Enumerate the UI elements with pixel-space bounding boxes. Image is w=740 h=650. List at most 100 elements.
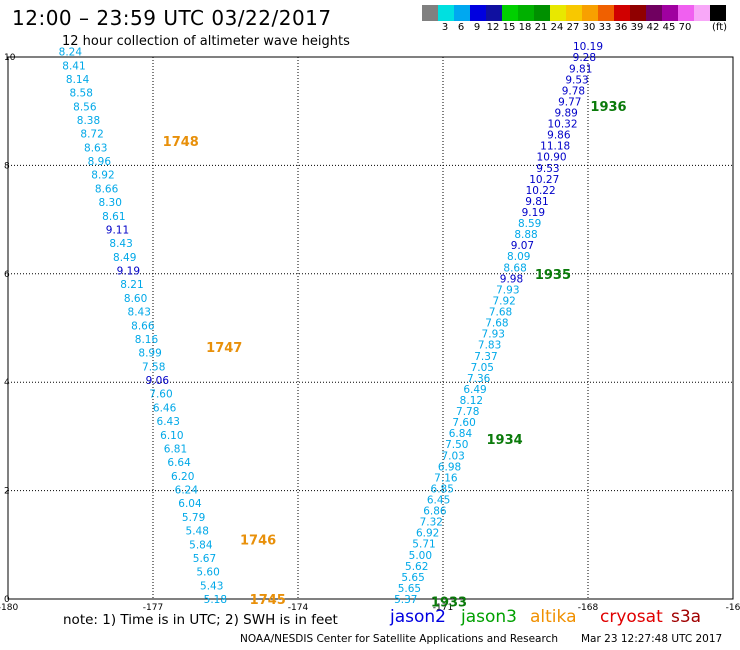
wave-height-label: 8.72 (80, 129, 103, 141)
colorbar-label: 42 (646, 22, 660, 33)
page-title: 12:00 – 23:59 UTC 03/22/2017 (12, 6, 332, 30)
wave-height-label: 7.78 (456, 406, 479, 418)
time-label: 1935 (535, 268, 571, 283)
colorbar-label: 21 (534, 22, 548, 33)
wave-height-label: 7.03 (441, 450, 464, 462)
x-tick-label: -171 (433, 603, 453, 613)
time-label: 1933 (431, 596, 467, 611)
wave-height-label: 7.58 (142, 361, 165, 373)
y-tick-label: 6 (4, 270, 10, 280)
wave-height-label: 8.24 (59, 47, 83, 59)
colorbar-swatch (438, 5, 454, 21)
wave-height-label: 6.81 (164, 443, 187, 455)
colorbar-swatch (646, 5, 662, 21)
wave-height-label: 8.09 (507, 251, 530, 263)
colorbar-swatch (534, 5, 550, 21)
page-subtitle: 12 hour collection of altimeter wave hei… (62, 34, 350, 49)
legend-note: note: 1) Time is in UTC; 2) SWH is in fe… (63, 612, 338, 628)
time-label: 1748 (163, 135, 199, 150)
wave-height-label: 9.98 (500, 273, 523, 285)
time-label: 1934 (487, 433, 523, 448)
wave-height-label: 9.53 (536, 163, 559, 175)
satellite-legend-item: cryosat (600, 607, 663, 627)
wave-height-label: 6.92 (416, 528, 439, 540)
y-tick-label: 2 (4, 487, 10, 497)
wave-height-label: 10.32 (547, 119, 577, 131)
wave-height-label: 7.93 (496, 284, 519, 296)
colorbar-swatch (678, 5, 694, 21)
wave-height-label: 10.90 (537, 152, 567, 164)
wave-height-label: 5.48 (186, 526, 209, 538)
wave-height-label: 5.43 (200, 580, 223, 592)
wave-height-label: 8.61 (102, 211, 125, 223)
colorbar-label: 24 (550, 22, 564, 33)
wave-height-label: 8.66 (131, 320, 155, 332)
colorbar-swatch (614, 5, 630, 21)
wave-height-label: 6.86 (423, 506, 447, 518)
wave-height-label: 8.14 (66, 74, 90, 86)
wave-height-label: 9.77 (558, 96, 581, 108)
wave-height-label: 6.24 (175, 485, 199, 497)
colorbar-label: 36 (614, 22, 628, 33)
colorbar-swatch (598, 5, 614, 21)
wave-height-label: 5.71 (412, 539, 435, 551)
plot-frame (7, 56, 734, 600)
wave-height-label: 8.68 (503, 262, 526, 274)
colorbar-swatch (454, 5, 470, 21)
wave-height-label: 6.10 (160, 430, 183, 442)
x-tick-label: -177 (143, 603, 163, 613)
wave-height-label: 6.84 (449, 428, 473, 440)
wave-height-label: 10.22 (526, 185, 556, 197)
wave-height-label: 5.67 (193, 553, 216, 565)
y-tick-label: 10 (4, 53, 16, 63)
colorbar-label: 15 (502, 22, 516, 33)
wave-height-label: 8.43 (109, 238, 132, 250)
wave-height-label: 9.11 (106, 224, 129, 236)
colorbar-swatch (710, 5, 726, 21)
wave-height-label: 8.12 (460, 395, 483, 407)
satellite-legend-item: jason3 (461, 607, 517, 627)
wave-height-label: 8.41 (62, 60, 85, 72)
colorbar-unit: (ft) (712, 22, 728, 33)
colorbar-label: 9 (473, 22, 481, 33)
wave-height-label: 7.37 (474, 351, 497, 363)
wave-height-label: 9.19 (117, 266, 140, 278)
wave-height-label: 8.59 (518, 218, 541, 230)
wave-height-label: 9.86 (547, 130, 571, 142)
colorbar-swatch (486, 5, 502, 21)
wave-height-label: 10.19 (573, 41, 603, 53)
wave-height-label: 7.92 (492, 295, 515, 307)
wave-height-label: 8.30 (99, 197, 122, 209)
wave-height-label: 8.88 (514, 229, 537, 241)
wave-height-label: 5.65 (401, 572, 424, 584)
wave-height-label: 5.37 (394, 594, 417, 606)
wave-height-label: 7.60 (452, 417, 475, 429)
colorbar-swatch (630, 5, 646, 21)
satellite-legend-item: altika (530, 607, 577, 627)
colorbar-label: 18 (518, 22, 532, 33)
wave-height-label: 9.06 (146, 375, 170, 387)
wave-height-label: 7.68 (485, 318, 508, 330)
x-tick-label: -168 (578, 603, 599, 613)
wave-height-label: 5.65 (398, 583, 421, 595)
y-tick-label: 0 (4, 595, 10, 605)
wave-height-label: 6.43 (157, 416, 180, 428)
colorbar-label: 33 (598, 22, 612, 33)
wave-height-label: 9.78 (562, 85, 585, 97)
wave-height-label: 5.18 (204, 594, 227, 606)
wave-height-label: 9.89 (554, 108, 577, 120)
wave-height-label: 9.81 (569, 63, 592, 75)
wave-height-label: 7.83 (478, 340, 501, 352)
colorbar-swatch (502, 5, 518, 21)
wave-height-label: 7.32 (420, 517, 443, 529)
time-label: 1746 (240, 533, 276, 548)
x-tick-label: -174 (288, 603, 309, 613)
time-label: 1745 (250, 593, 286, 608)
colorbar-swatch (662, 5, 678, 21)
wave-height-label: 5.79 (182, 512, 205, 524)
wave-height-label: 11.18 (540, 141, 570, 153)
wave-height-label: 7.05 (471, 362, 494, 374)
wave-height-label: 9.28 (573, 52, 596, 64)
y-tick-label: 4 (4, 378, 10, 388)
